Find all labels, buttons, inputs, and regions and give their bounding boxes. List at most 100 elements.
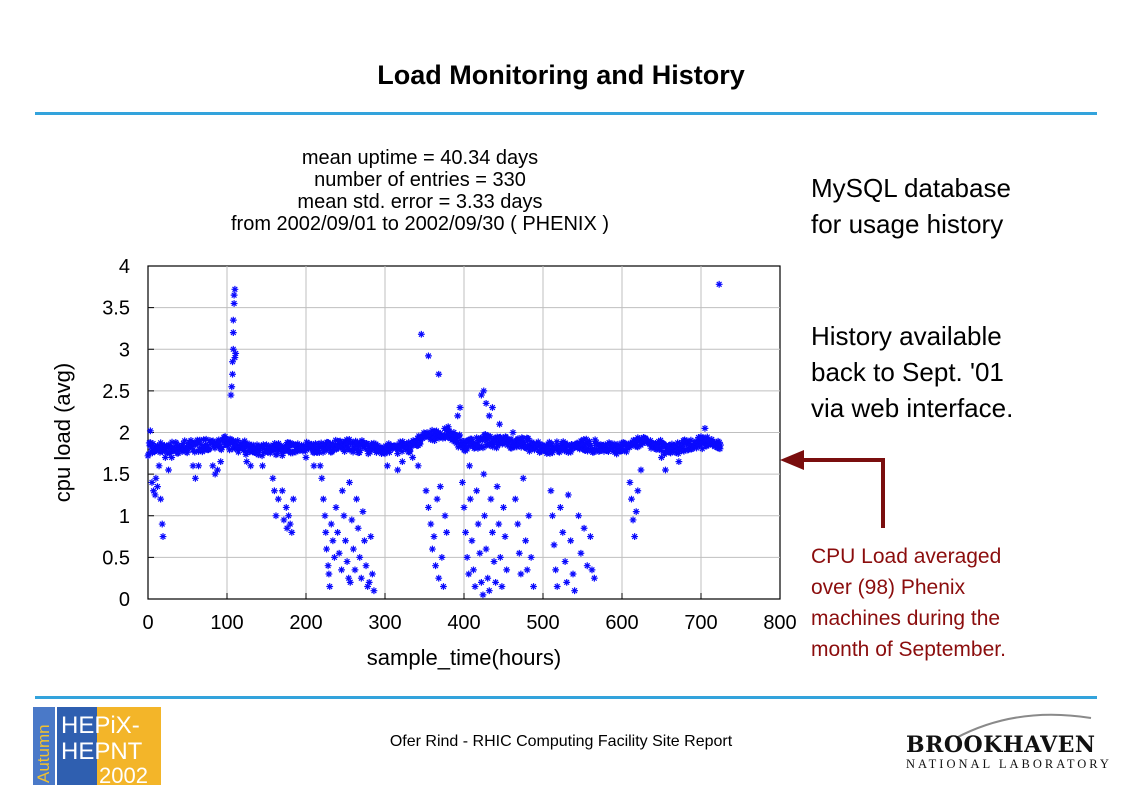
baseline-point: [708, 435, 716, 443]
baseline-point: [349, 448, 357, 456]
data-point: [146, 427, 154, 435]
baseline-point: [148, 443, 156, 451]
baseline-point: [282, 443, 290, 451]
baseline-point: [322, 447, 330, 454]
baseline-point: [647, 437, 654, 444]
data-point: [425, 504, 432, 511]
data-point: [280, 516, 288, 524]
data-point: [229, 316, 237, 324]
baseline-point: [502, 433, 510, 441]
data-point: [338, 487, 346, 495]
baseline-point: [264, 448, 272, 456]
data-point: [232, 350, 240, 357]
data-point: [398, 458, 406, 466]
baseline-point: [271, 444, 279, 452]
data-point: [465, 570, 473, 578]
data-point: [229, 358, 236, 366]
data-point: [365, 578, 373, 586]
baseline-point: [394, 450, 402, 458]
data-point: [351, 566, 359, 574]
baseline-point: [226, 446, 233, 454]
data-point: [247, 462, 255, 470]
baseline-point: [505, 440, 512, 448]
baseline-point: [546, 450, 554, 457]
data-point: [705, 437, 713, 445]
baseline-point: [361, 443, 368, 451]
annotation-line-3: machines during the: [811, 607, 1001, 630]
data-point: [550, 541, 558, 549]
baseline-point: [243, 447, 251, 455]
baseline-point: [223, 442, 231, 450]
baseline-point: [441, 434, 449, 442]
data-point: [229, 370, 236, 378]
baseline-point: [145, 450, 153, 458]
data-point: [658, 454, 665, 461]
baseline-point: [315, 449, 323, 456]
baseline-band: [144, 423, 724, 460]
footer-text: Ofer Rind - RHIC Computing Facility Site…: [389, 733, 733, 750]
baseline-point: [319, 448, 327, 456]
baseline-point: [473, 434, 481, 442]
baseline-point: [234, 448, 242, 456]
baseline-point: [596, 447, 603, 454]
baseline-point: [715, 438, 723, 446]
data-point: [433, 495, 441, 503]
baseline-point: [548, 440, 556, 448]
baseline-point: [483, 436, 491, 444]
data-point: [370, 587, 378, 595]
data-point: [435, 574, 443, 582]
baseline-point: [496, 433, 504, 441]
baseline-point: [590, 448, 598, 456]
baseline-point: [545, 444, 553, 452]
data-point: [310, 462, 318, 470]
baseline-point: [601, 441, 609, 449]
data-point: [460, 504, 468, 511]
data-point: [530, 583, 537, 590]
y-tick-label: 1: [119, 506, 130, 528]
baseline-point: [586, 437, 593, 445]
baseline-point: [160, 444, 168, 452]
baseline-point: [364, 442, 372, 450]
baseline-point: [463, 445, 471, 453]
data-point: [474, 520, 482, 528]
baseline-point: [381, 450, 389, 458]
data-point: [229, 345, 237, 353]
baseline-point: [370, 439, 378, 447]
baseline-point: [340, 440, 348, 448]
data-point: [438, 553, 446, 561]
baseline-point: [285, 442, 293, 450]
baseline-point: [249, 441, 257, 449]
data-point: [481, 512, 488, 520]
baseline-point: [144, 452, 152, 460]
note-history: History available back to Sept. '01 via …: [811, 318, 1013, 426]
baseline-point: [356, 449, 363, 456]
baseline-point: [691, 440, 699, 448]
baseline-point: [416, 440, 424, 448]
baseline-point: [258, 452, 266, 460]
baseline-point: [486, 433, 494, 440]
baseline-point: [352, 437, 360, 445]
baseline-point: [405, 438, 413, 446]
baseline-point: [353, 445, 361, 453]
data-point: [569, 570, 577, 578]
baseline-point: [384, 444, 391, 452]
data-point: [462, 529, 469, 536]
data-point: [577, 549, 585, 557]
chart-title-line: mean std. error = 3.33 days: [297, 191, 542, 213]
baseline-point: [610, 440, 618, 448]
data-point: [471, 583, 479, 590]
baseline-point: [657, 436, 664, 444]
baseline-point: [557, 446, 565, 454]
baseline-point: [166, 448, 174, 455]
data-point: [150, 487, 157, 495]
baseline-point: [710, 439, 718, 447]
cpu-load-annotation: CPU Load averaged over (98) Phenix machi…: [811, 541, 1111, 665]
data-point: [159, 533, 167, 540]
baseline-point: [497, 436, 505, 443]
baseline-point: [689, 445, 697, 453]
baseline-point: [716, 445, 724, 453]
data-point: [346, 479, 353, 486]
y-tick-label: 4: [119, 256, 130, 278]
baseline-point: [582, 435, 590, 443]
